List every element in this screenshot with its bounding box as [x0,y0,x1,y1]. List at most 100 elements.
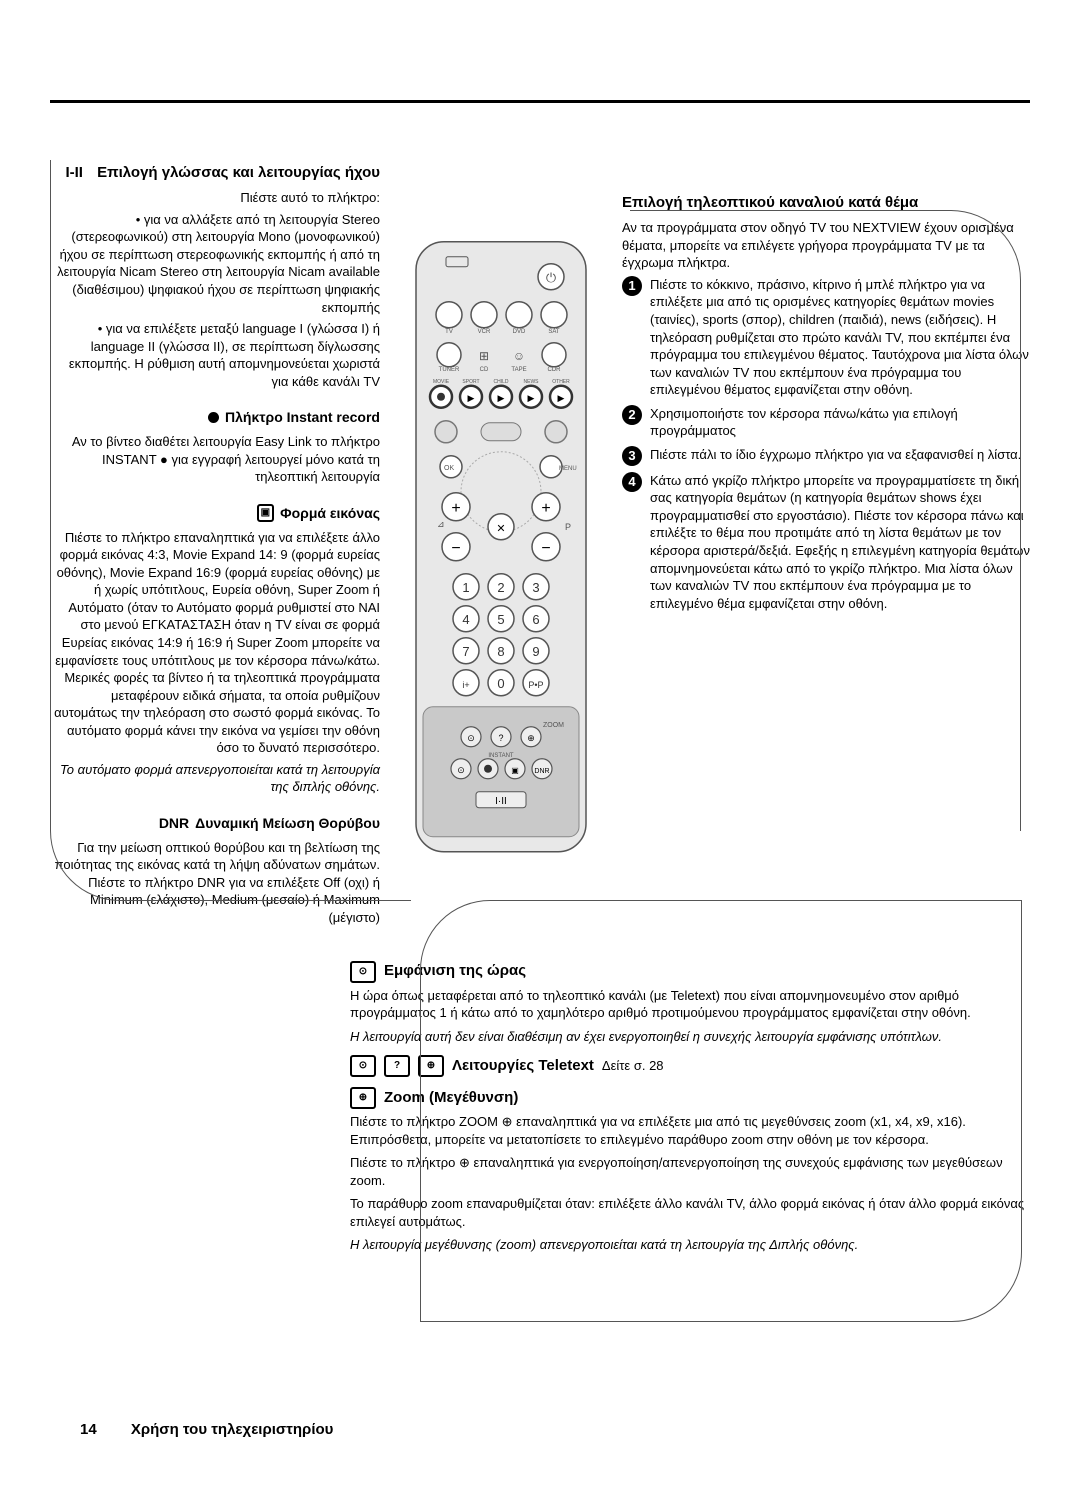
page-number: 14 [80,1421,97,1438]
svg-text:▣: ▣ [511,766,519,775]
svg-text:6: 6 [532,612,539,627]
svg-text:▶: ▶ [468,393,475,403]
svg-text:⊕: ⊕ [527,733,535,743]
svg-text:⊞: ⊞ [479,349,489,363]
sec1-bullet1: • για να αλλάξετε από τη λειτουργία Ster… [50,211,380,316]
sec2-heading: Πλήκτρο Instant record [50,408,380,427]
svg-text:SAT: SAT [548,329,560,335]
svg-text:P: P [565,522,571,532]
page-footer: 14 Χρήση του τηλεχειριστηρίου [80,1421,333,1438]
badge-3: 3 [622,446,642,466]
svg-text:+: + [541,500,550,517]
right-title: Επιλογή τηλεοπτικού καναλιού κατά θέμα [622,193,1030,213]
sec3-body: Πιέστε το πλήκτρο επαναληπτικά για να επ… [50,529,380,757]
sec1-intro: Πιέστε αυτό το πλήκτρο: [50,189,380,207]
svg-text:▶: ▶ [498,393,505,403]
zoom-icon-1: ⊕ [418,1055,444,1077]
record-dot-icon [208,412,219,423]
badge-4: 4 [622,472,642,492]
svg-text:4: 4 [462,612,469,627]
right-column: Επιλογή τηλεοπτικού καναλιού κατά θέμα Α… [622,163,1030,931]
svg-text:1: 1 [462,580,469,595]
sec3-heading: ▣ Φορμά εικόνας [50,504,380,523]
step-3: 3 Πιέστε πάλι το ίδιο έγχρωμο πλήκτρο γι… [622,446,1030,466]
svg-text:MENU: MENU [559,466,577,472]
remote-column: ⏻ TV VCR DVD SAT ⊞ ☺ TUNER [396,163,606,931]
clock-body: Η ώρα όπως μεταφέρεται από το τηλεοπτικό… [350,987,1030,1022]
clock-icon: ⊙ [350,961,376,983]
step-4-text: Κάτω από γκρίζο πλήκτρο μπορείτε να προγ… [650,472,1030,612]
svg-text:CHILD: CHILD [493,379,508,385]
clock-title: Εμφάνιση της ώρας [384,961,526,981]
svg-text:NEWS: NEWS [524,379,540,385]
badge-2: 2 [622,405,642,425]
svg-text:⊿: ⊿ [437,519,445,529]
svg-text:TV: TV [445,329,453,335]
svg-text:CDR: CDR [548,367,562,373]
sec4-body: Για την μείωση οπτικού θορύβου και τη βε… [50,839,380,927]
remote-illustration: ⏻ TV VCR DVD SAT ⊞ ☺ TUNER [411,163,591,931]
svg-text:VCR: VCR [478,329,491,335]
zoom-p2: Πιέστε το πλήκτρο ⊕ επαναληπτικά για ενε… [350,1154,1030,1189]
step-1-text: Πιέστε το κόκκινο, πράσινο, κίτρινο ή μπ… [650,276,1030,399]
clock-italic: Η λειτουργία αυτή δεν είναι διαθέσιμη αν… [350,1028,1030,1046]
zoom-icon-2: ⊕ [350,1087,376,1109]
top-rule [50,100,1030,103]
step-2: 2 Χρησιμοποιήστε τον κέρσορα πάνω/κάτω γ… [622,405,1030,440]
svg-text:7: 7 [462,644,469,659]
svg-text:✕: ✕ [496,523,505,535]
left-column: I-II Επιλογή γλώσσας και λειτουργίας ήχο… [50,163,380,931]
footer-title: Χρήση του τηλεχειριστηρίου [131,1421,334,1438]
zoom-p1: Πιέστε το πλήκτρο ZOOM ⊕ επαναληπτικά γι… [350,1113,1030,1148]
svg-text:MOVIE: MOVIE [433,379,450,385]
step-4: 4 Κάτω από γκρίζο πλήκτρο μπορείτε να πρ… [622,472,1030,612]
svg-text:ZOOM: ZOOM [543,722,564,729]
teletext-title: Λειτουργίες Teletext [452,1056,594,1076]
bottom-block: ⊙ Εμφάνιση της ώρας Η ώρα όπως μεταφέρετ… [50,961,1030,1254]
svg-text:i+: i+ [462,680,469,690]
svg-text:−: − [451,540,460,557]
sec3-italic: Το αυτόματο φορμά απενεργοποιείται κατά … [50,761,380,796]
svg-text:+: + [451,500,460,517]
right-intro: Αν τα προγράμματα στον οδηγό TV του NEXT… [622,219,1030,272]
clock-icon-2: ⊙ [350,1055,376,1077]
svg-text:−: − [541,540,550,557]
sec1-tag: I-II [65,164,83,181]
zoom-title: Zoom (Μεγέθυνση) [384,1088,518,1108]
svg-text:OK: OK [444,465,454,472]
step-2-text: Χρησιμοποιήστε τον κέρσορα πάνω/κάτω για… [650,405,1030,440]
svg-text:9: 9 [532,644,539,659]
zoom-italic: Η λειτουργία μεγέθυνσης (zoom) απενεργοπ… [350,1236,1030,1254]
svg-text:?: ? [498,733,503,743]
sec3-title: Φορμά εικόνας [280,504,380,523]
svg-text:▶: ▶ [528,393,535,403]
clock-heading: ⊙ Εμφάνιση της ώρας [350,961,1030,983]
svg-text:TUNER: TUNER [439,367,460,373]
svg-text:SPORT: SPORT [462,379,479,385]
svg-text:☺: ☺ [513,349,525,363]
svg-text:3: 3 [532,580,539,595]
step-1: 1 Πιέστε το κόκκινο, πράσινο, κίτρινο ή … [622,276,1030,399]
svg-text:CD: CD [480,367,489,373]
sec1-title: Επιλογή γλώσσας και λειτουργίας ήχου [97,164,380,181]
sec4-tag: DNR [159,814,189,833]
svg-text:8: 8 [497,644,504,659]
question-icon: ? [384,1055,410,1077]
sec1-bullet2: • για να επιλέξετε μεταξύ language I (γλ… [50,320,380,390]
zoom-p3: Το παράθυρο zoom επαναρυθμίζεται όταν: ε… [350,1195,1030,1230]
zoom-heading: ⊕ Zoom (Μεγέθυνση) [350,1087,1030,1109]
sec4-title: Δυναμική Μείωση Θορύβου [195,814,380,833]
format-icon: ▣ [257,504,274,522]
svg-text:INSTANT: INSTANT [488,753,514,759]
svg-text:DNR: DNR [534,768,549,775]
svg-text:2: 2 [497,580,504,595]
sec4-heading: DNR Δυναμική Μείωση Θορύβου [50,814,380,833]
svg-text:⊙: ⊙ [457,765,465,775]
svg-text:I·II: I·II [495,796,507,807]
svg-text:TAPE: TAPE [511,367,526,373]
sec1-heading: I-II Επιλογή γλώσσας και λειτουργίας ήχο… [50,163,380,183]
svg-text:OTHER: OTHER [552,379,570,385]
svg-text:⏻: ⏻ [546,270,556,285]
sec2-title: Πλήκτρο Instant record [225,408,380,427]
svg-text:5: 5 [497,612,504,627]
